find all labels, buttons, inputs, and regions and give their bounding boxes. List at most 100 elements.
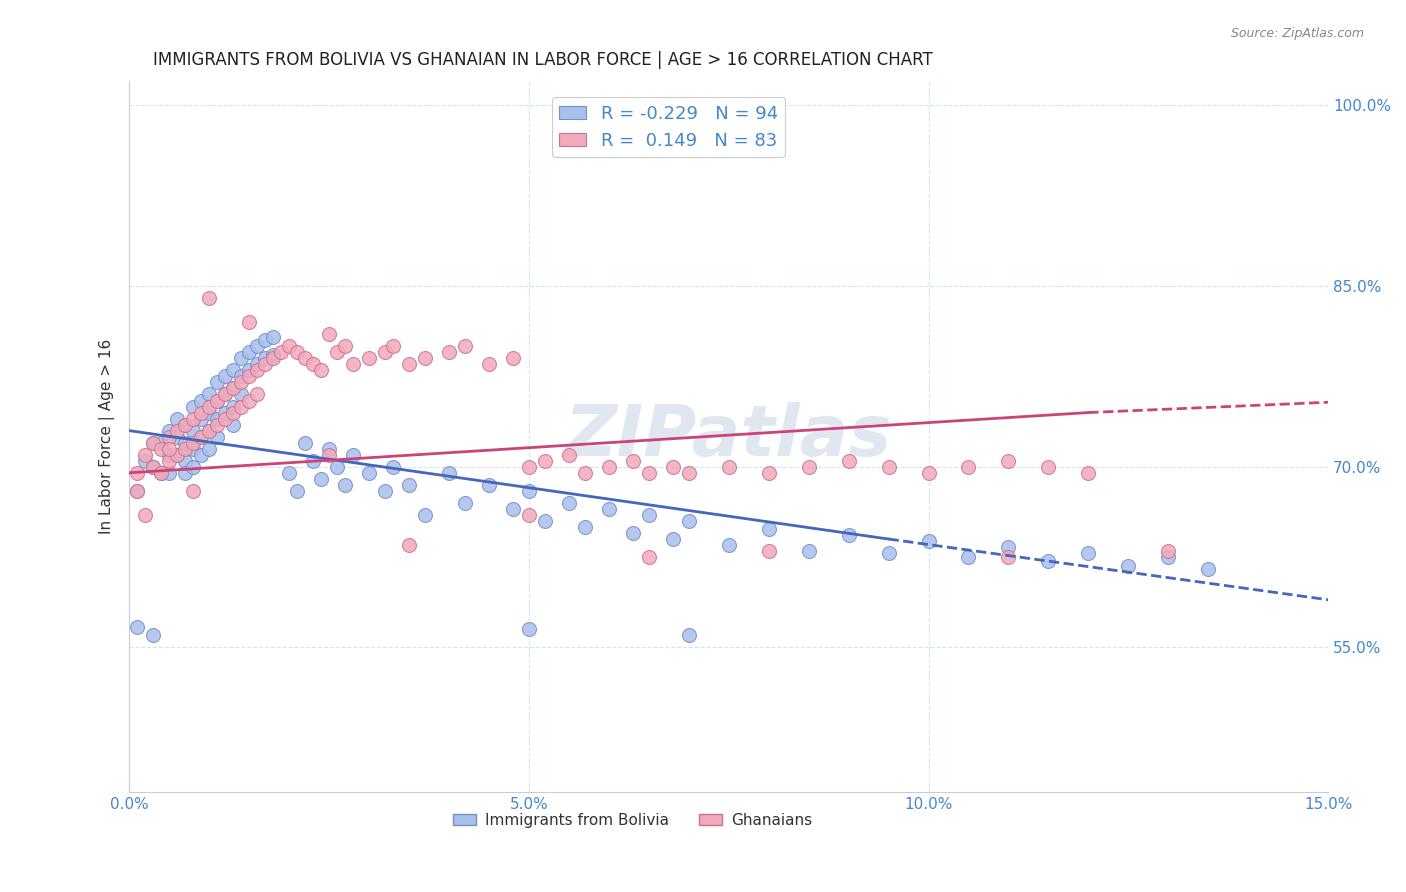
Point (278, 466, 301, 480)
Text: Source: ZipAtlas.com: Source: ZipAtlas.com (1230, 27, 1364, 40)
Point (678, 514, 700, 528)
Point (246, 339, 269, 353)
Point (205, 411, 228, 425)
Point (1157, 544, 1180, 558)
Point (502, 351, 524, 366)
Point (254, 358, 277, 372)
Point (198, 424, 221, 438)
Point (214, 387, 236, 401)
Point (1077, 466, 1099, 480)
Point (1197, 562, 1219, 576)
Point (134, 454, 156, 468)
Point (238, 369, 260, 384)
Point (1157, 550, 1180, 565)
Point (181, 411, 204, 425)
Point (222, 406, 245, 420)
Point (205, 430, 228, 444)
Point (181, 459, 204, 474)
Point (342, 448, 364, 462)
Text: ZIPatlas: ZIPatlas (565, 402, 893, 471)
Point (222, 400, 245, 414)
Point (294, 351, 316, 366)
Point (382, 459, 405, 474)
Point (150, 435, 173, 450)
Legend: Immigrants from Bolivia, Ghanaians: Immigrants from Bolivia, Ghanaians (447, 807, 818, 834)
Point (254, 351, 277, 366)
Point (150, 442, 173, 456)
Point (127, 483, 149, 498)
Point (190, 393, 212, 408)
Point (157, 442, 180, 456)
Point (190, 411, 212, 425)
Point (174, 466, 197, 480)
Point (917, 534, 939, 549)
Point (142, 628, 165, 642)
Point (198, 387, 221, 401)
Y-axis label: In Labor Force | Age > 16: In Labor Force | Age > 16 (100, 339, 115, 534)
Point (231, 400, 253, 414)
Point (558, 496, 581, 510)
Point (294, 435, 316, 450)
Point (917, 466, 939, 480)
Point (502, 502, 524, 516)
Point (181, 424, 204, 438)
Point (318, 327, 340, 342)
Point (797, 459, 820, 474)
Point (181, 483, 204, 498)
Point (127, 466, 149, 480)
Point (661, 459, 683, 474)
Point (877, 546, 900, 560)
Point (574, 520, 596, 534)
Point (398, 478, 420, 492)
Point (997, 550, 1019, 565)
Point (717, 538, 740, 552)
Point (382, 339, 405, 353)
Point (398, 538, 420, 552)
Point (558, 448, 581, 462)
Point (285, 483, 308, 498)
Point (254, 334, 277, 348)
Point (326, 345, 349, 359)
Point (198, 400, 221, 414)
Point (262, 329, 284, 343)
Point (174, 417, 197, 432)
Point (285, 345, 308, 359)
Text: IMMIGRANTS FROM BOLIVIA VS GHANAIAN IN LABOR FORCE | AGE > 16 CORRELATION CHART: IMMIGRANTS FROM BOLIVIA VS GHANAIAN IN L… (153, 51, 934, 69)
Point (238, 363, 260, 377)
Point (231, 376, 253, 390)
Point (222, 363, 245, 377)
Point (238, 315, 260, 329)
Point (478, 478, 501, 492)
Point (957, 550, 980, 565)
Point (1118, 558, 1140, 573)
Point (517, 508, 540, 522)
Point (374, 483, 396, 498)
Point (877, 459, 900, 474)
Point (127, 483, 149, 498)
Point (357, 351, 380, 366)
Point (637, 466, 659, 480)
Point (190, 448, 212, 462)
Point (413, 508, 436, 522)
Point (198, 424, 221, 438)
Point (181, 442, 204, 456)
Point (309, 363, 332, 377)
Point (637, 550, 659, 565)
Point (214, 406, 236, 420)
Point (342, 358, 364, 372)
Point (797, 544, 820, 558)
Point (238, 345, 260, 359)
Point (534, 454, 557, 468)
Point (758, 466, 780, 480)
Point (302, 454, 325, 468)
Point (678, 628, 700, 642)
Point (157, 424, 180, 438)
Point (157, 448, 180, 462)
Point (262, 351, 284, 366)
Point (142, 459, 165, 474)
Point (205, 376, 228, 390)
Point (157, 454, 180, 468)
Point (166, 424, 188, 438)
Point (238, 393, 260, 408)
Point (166, 448, 188, 462)
